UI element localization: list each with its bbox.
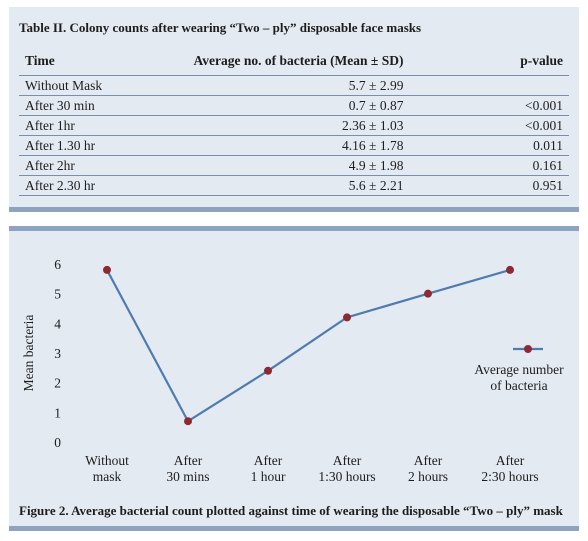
x-tick-label: 2 hours bbox=[408, 469, 448, 484]
cell-time: After 1hr bbox=[19, 115, 126, 136]
cell-time: After 1.30 hr bbox=[19, 135, 126, 156]
y-tick-label: 1 bbox=[54, 405, 61, 420]
cell-p-value: 0.011 bbox=[503, 135, 569, 156]
y-tick-label: 2 bbox=[54, 376, 61, 391]
cell-time: Without Mask bbox=[19, 75, 126, 96]
table-row: After 1.30 hr 4.16 ± 1.78 0.011 bbox=[19, 135, 569, 156]
y-tick-label: 0 bbox=[54, 435, 61, 450]
table-row: Without Mask 5.7 ± 2.99 bbox=[19, 75, 569, 96]
y-tick-label: 6 bbox=[54, 257, 61, 272]
cell-p-value: <0.001 bbox=[503, 115, 569, 136]
legend-marker bbox=[524, 345, 532, 353]
legend-label: Average number bbox=[474, 362, 564, 377]
figure-panel: 0 1 2 3 4 5 6 Mean bacteria Without mask After 30 m… bbox=[9, 226, 579, 531]
x-tick-label: After bbox=[496, 453, 525, 468]
x-tick-label: 30 mins bbox=[166, 469, 209, 484]
y-axis-label: Mean bacteria bbox=[21, 315, 36, 392]
figure-caption: Figure 2. Average bacterial count plotte… bbox=[19, 503, 563, 518]
x-tick-label: After bbox=[174, 453, 203, 468]
cell-time: After 30 min bbox=[19, 95, 126, 116]
header-p-value: p-value bbox=[503, 47, 569, 76]
table-row: After 2.30 hr 5.6 ± 2.21 0.951 bbox=[19, 175, 569, 196]
cell-time: After 2hr bbox=[19, 155, 126, 176]
cell-mean: 0.7 ± 0.87 bbox=[125, 95, 504, 116]
cell-p-value: 0.951 bbox=[503, 175, 569, 196]
x-tick-label: 1:30 hours bbox=[318, 469, 375, 484]
cell-mean: 4.16 ± 1.78 bbox=[125, 135, 504, 156]
table-panel: Table II. Colony counts after wearing “T… bbox=[9, 7, 579, 212]
y-tick-label: 5 bbox=[54, 287, 61, 302]
x-tick-label: mask bbox=[93, 469, 122, 484]
table-row: After 2hr 4.9 ± 1.98 0.161 bbox=[19, 155, 569, 176]
legend-label: of bacteria bbox=[490, 378, 547, 393]
x-tick-label: After bbox=[254, 453, 283, 468]
data-point bbox=[424, 289, 432, 298]
table-row: After 1hr 2.36 ± 1.03 <0.001 bbox=[19, 115, 569, 136]
data-point bbox=[184, 417, 192, 426]
y-tick-label: 3 bbox=[54, 346, 61, 361]
table-row: After 30 min 0.7 ± 0.87 <0.001 bbox=[19, 95, 569, 116]
data-point bbox=[343, 313, 351, 322]
cell-mean: 4.9 ± 1.98 bbox=[125, 155, 504, 176]
colony-table: Time Average no. of bacteria (Mean ± SD)… bbox=[19, 47, 569, 196]
data-point bbox=[264, 366, 272, 375]
header-mean: Average no. of bacteria (Mean ± SD) bbox=[125, 47, 504, 76]
cell-p-value: 0.161 bbox=[503, 155, 569, 176]
series-line bbox=[106, 268, 511, 423]
cell-p-value: <0.001 bbox=[503, 95, 569, 116]
y-tick-label: 4 bbox=[54, 316, 61, 331]
x-tick-label: 1 hour bbox=[251, 469, 286, 484]
x-tick-label: After bbox=[414, 453, 443, 468]
x-tick-label: After bbox=[333, 453, 362, 468]
table-caption: Table II. Colony counts after wearing “T… bbox=[19, 20, 422, 35]
x-tick-label: Without bbox=[85, 453, 129, 468]
cell-time: After 2.30 hr bbox=[19, 175, 126, 196]
cell-mean: 2.36 ± 1.03 bbox=[125, 115, 504, 136]
data-point bbox=[103, 265, 111, 274]
header-time: Time bbox=[19, 47, 126, 76]
table-header-row: Time Average no. of bacteria (Mean ± SD)… bbox=[19, 47, 569, 76]
data-point bbox=[506, 265, 514, 274]
cell-mean: 5.6 ± 2.21 bbox=[125, 175, 504, 196]
cell-mean: 5.7 ± 2.99 bbox=[125, 75, 504, 96]
cell-p-value bbox=[503, 75, 569, 96]
x-tick-label: 2:30 hours bbox=[481, 469, 538, 484]
